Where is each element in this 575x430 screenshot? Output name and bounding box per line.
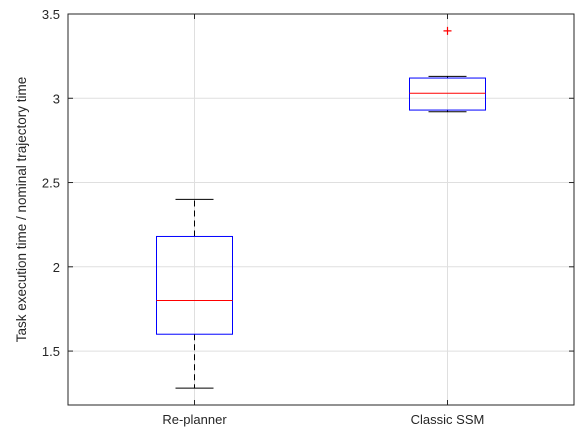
iqr-box <box>409 77 486 111</box>
box-group <box>156 198 233 389</box>
x-tick-label: Re-planner <box>162 412 227 427</box>
y-tick-label: 3.5 <box>42 7 60 22</box>
box-group <box>409 26 486 113</box>
y-tick-label: 2 <box>53 260 60 275</box>
axes-frame <box>67 13 575 406</box>
outlier-marker <box>443 26 452 35</box>
y-tick-label: 2.5 <box>42 176 60 191</box>
y-tick-label: 3 <box>53 91 60 106</box>
box-plots <box>156 26 486 389</box>
y-tick-label: 1.5 <box>42 344 60 359</box>
iqr-box <box>156 235 233 335</box>
x-tick-label: Classic SSM <box>411 412 485 427</box>
grid-lines <box>68 13 574 405</box>
axis-ticks: 1.5 2 2.5 3 3.5 Re-planner Classic SSM <box>42 7 574 427</box>
y-axis-label: Task execution time / nominal trajectory… <box>14 77 29 343</box>
